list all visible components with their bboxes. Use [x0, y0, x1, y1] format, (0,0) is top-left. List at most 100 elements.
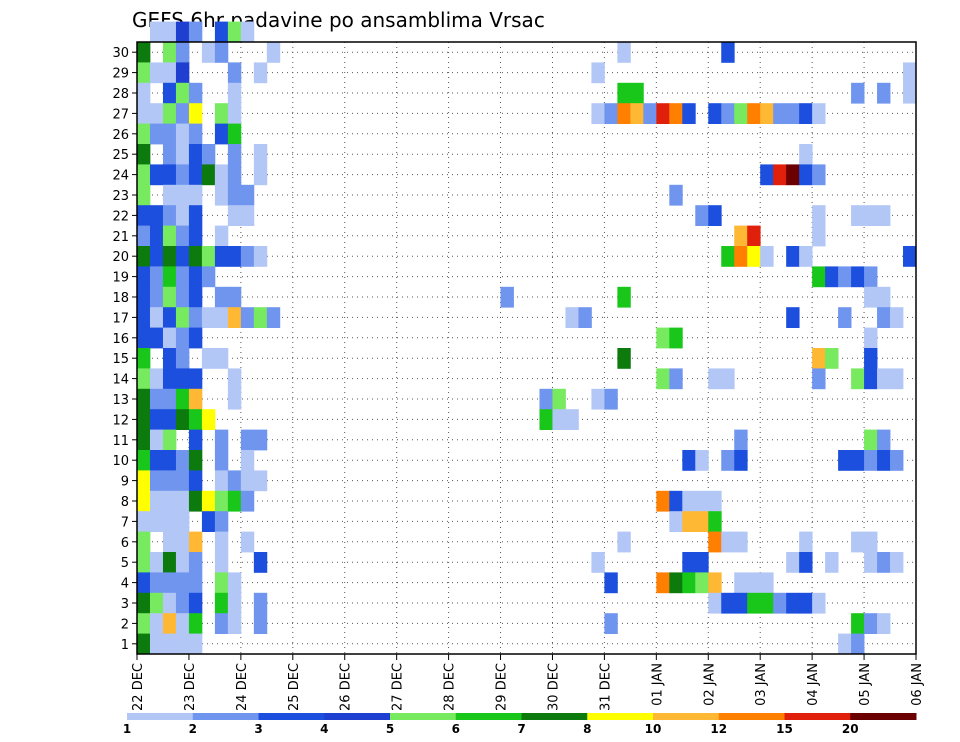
- colorbar-label: 8: [583, 722, 591, 736]
- heatmap-cell: [175, 184, 190, 206]
- heatmap-cell: [137, 42, 151, 63]
- heatmap-cell: [799, 246, 813, 267]
- heatmap-cell: [812, 205, 826, 226]
- heatmap-cell: [201, 164, 216, 186]
- heatmap-cell: [201, 490, 216, 512]
- heatmap-cell: [825, 552, 839, 573]
- heatmap-cell: [227, 184, 242, 206]
- heatmap-cell: [188, 123, 203, 145]
- heatmap-cell: [175, 531, 190, 553]
- heatmap-cell: [175, 246, 190, 267]
- heatmap-cell: [137, 368, 151, 390]
- heatmap-cell: [149, 327, 164, 349]
- heatmap-cell: [188, 286, 203, 308]
- heatmap-cell: [669, 327, 683, 349]
- heatmap-cell: [149, 429, 164, 451]
- heatmap-cell: [214, 470, 229, 492]
- heatmap-cell: [162, 42, 177, 63]
- y-tick-label: 16: [112, 332, 129, 347]
- heatmap-cell: [162, 225, 177, 247]
- heatmap-cell: [266, 42, 281, 63]
- heatmap-cell: [734, 429, 748, 451]
- heatmap-cell: [162, 246, 177, 267]
- heatmap-cell: [786, 164, 800, 186]
- heatmap-cell: [214, 450, 229, 471]
- heatmap-cell: [253, 429, 268, 451]
- heatmap-cell: [188, 470, 203, 492]
- heatmap-cell: [201, 144, 216, 165]
- heatmap-cell: [734, 592, 748, 614]
- heatmap-cell: [734, 246, 748, 267]
- heatmap-cell: [877, 450, 891, 471]
- heatmap-cell: [669, 490, 683, 512]
- y-tick-label: 25: [112, 148, 129, 163]
- heatmap-cell: [162, 62, 177, 84]
- heatmap-cell: [747, 225, 761, 247]
- heatmap-cell: [188, 429, 203, 451]
- heatmap-cell: [747, 572, 761, 594]
- heatmap-cell: [630, 82, 644, 104]
- heatmap-cell: [149, 511, 164, 532]
- y-tick-label: 20: [112, 250, 129, 265]
- heatmap-cell: [721, 592, 735, 614]
- heatmap-cell: [214, 246, 229, 267]
- y-tick-label: 7: [121, 515, 129, 530]
- heatmap-cell: [162, 348, 177, 369]
- x-tick-label: 22 DEC: [131, 663, 146, 711]
- heatmap-cell: [799, 552, 813, 573]
- heatmap-cell: [188, 246, 203, 267]
- heatmap-cell: [175, 82, 190, 104]
- heatmap-cell: [682, 450, 696, 471]
- heatmap-cell: [149, 572, 164, 594]
- heatmap-cell: [591, 388, 605, 410]
- heatmap-cell: [708, 511, 722, 532]
- heatmap-cell: [188, 82, 203, 104]
- heatmap-cell: [565, 409, 579, 430]
- heatmap-cell: [682, 511, 696, 532]
- heatmap-cell: [500, 286, 514, 308]
- heatmap-cell: [188, 368, 203, 390]
- heatmap-cell: [162, 511, 177, 532]
- heatmap-cell: [175, 144, 190, 165]
- heatmap-cell: [188, 552, 203, 573]
- heatmap-cell: [188, 307, 203, 328]
- heatmap-cell: [877, 429, 891, 451]
- heatmap-cell: [214, 103, 229, 124]
- heatmap-cell: [253, 144, 268, 165]
- heatmap-cell: [175, 286, 190, 308]
- heatmap-cell: [175, 450, 190, 471]
- colorbar-label: 20: [842, 722, 859, 736]
- heatmap-cell: [760, 103, 774, 124]
- heatmap-cell: [214, 184, 229, 206]
- heatmap-cell: [162, 572, 177, 594]
- heatmap-cell: [539, 409, 553, 430]
- heatmap-cell: [149, 164, 164, 186]
- heatmap-cell: [721, 450, 735, 471]
- heatmap-cell: [799, 164, 813, 186]
- heatmap-cell: [149, 388, 164, 410]
- heatmap-cell: [188, 327, 203, 349]
- heatmap-cell: [786, 307, 800, 328]
- heatmap-cell: [162, 184, 177, 206]
- heatmap-cell: [253, 592, 268, 614]
- colorbar-label: 3: [254, 722, 262, 736]
- heatmap-cell: [266, 307, 281, 328]
- heatmap-cell: [137, 511, 151, 532]
- heatmap-cell: [851, 450, 865, 471]
- colorbar-label: 2: [189, 722, 197, 736]
- heatmap-cell: [695, 205, 709, 226]
- colorbar-label: 10: [645, 722, 662, 736]
- colorbar-label: 7: [517, 722, 525, 736]
- heatmap-cell: [227, 592, 242, 614]
- heatmap-cell: [149, 266, 164, 288]
- heatmap-cell: [799, 531, 813, 553]
- heatmap-cell: [851, 633, 865, 655]
- heatmap-cell: [864, 205, 878, 226]
- heatmap-cell: [214, 164, 229, 186]
- heatmap-cell: [149, 592, 164, 614]
- heatmap-cell: [188, 266, 203, 288]
- heatmap-cell: [656, 327, 670, 349]
- heatmap-cell: [253, 552, 268, 573]
- heatmap-cell: [734, 225, 748, 247]
- x-tick-label: 29 DEC: [495, 663, 510, 711]
